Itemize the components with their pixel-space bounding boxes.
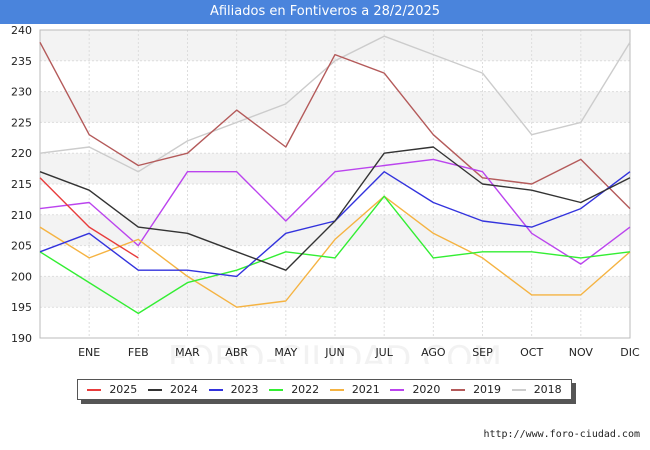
legend-label: 2020 xyxy=(412,383,441,396)
legend-label: 2021 xyxy=(351,383,380,396)
plot-area-border xyxy=(39,29,631,339)
series-line-2024 xyxy=(39,146,631,271)
y-tick-label: 205 xyxy=(11,240,32,253)
legend-swatch xyxy=(87,388,102,391)
series-line-2025 xyxy=(39,177,139,259)
series-line-2020 xyxy=(39,158,631,265)
x-tick-label: OCT xyxy=(520,346,543,359)
x-tick-label: DIC xyxy=(620,346,640,359)
y-tick-label: 230 xyxy=(11,86,32,99)
x-tick-label: SEP xyxy=(472,346,493,359)
series-line-2022 xyxy=(39,195,631,315)
x-tick-label: JUL xyxy=(374,346,393,359)
source-url: http://www.foro-ciudad.com xyxy=(483,429,640,440)
series-line-2021 xyxy=(39,195,631,308)
legend-label: 2023 xyxy=(230,383,259,396)
legend-swatch xyxy=(269,388,284,391)
legend-item-2025: 2025 xyxy=(87,383,137,396)
x-tick-label: JUN xyxy=(324,346,345,359)
y-tick-label: 200 xyxy=(11,270,32,283)
y-tick-label: 225 xyxy=(11,116,32,129)
x-tick-label: ABR xyxy=(225,346,248,359)
legend-item-2024: 2024 xyxy=(147,383,198,396)
y-tick-label: 210 xyxy=(11,209,32,222)
line-chart: 190 195 200 205 210 215 220 225 230 235 240 ENE FEB M… xyxy=(11,24,640,364)
legend-label: 2025 xyxy=(109,383,138,396)
legend-swatch xyxy=(208,388,223,391)
y-tick-label: 240 xyxy=(11,24,32,37)
legend-swatch xyxy=(329,388,344,391)
legend-item-2019: 2019 xyxy=(451,383,501,396)
series-line-2018 xyxy=(39,35,631,173)
x-tick-label: FEB xyxy=(128,346,149,359)
legend-label: 2018 xyxy=(533,383,562,396)
x-tick-label: MAY xyxy=(274,346,297,359)
x-tick-label: NOV xyxy=(569,346,594,359)
y-tick-label: 190 xyxy=(11,332,32,345)
legend-item-2018: 2018 xyxy=(511,383,562,396)
legend-swatch xyxy=(511,388,526,391)
legend-swatch xyxy=(147,388,162,391)
legend-label: 2019 xyxy=(473,383,502,396)
legend-swatch xyxy=(451,388,466,391)
y-tick-label: 195 xyxy=(11,301,32,314)
legend-swatch xyxy=(390,388,405,391)
legend: 2025 2024 2023 2022 2021 2020 2019 2018 xyxy=(77,379,572,400)
series-line-2019 xyxy=(39,41,631,210)
y-tick-label: 215 xyxy=(11,178,32,191)
x-tick-label: AGO xyxy=(421,346,446,359)
y-tick-label: 220 xyxy=(11,147,32,160)
chart-title: Afiliados en Fontiveros a 28/2/2025 xyxy=(0,0,650,24)
x-tick-label: MAR xyxy=(175,346,200,359)
legend-item-2020: 2020 xyxy=(390,383,440,396)
legend-label: 2022 xyxy=(291,383,320,396)
x-tick-label: ENE xyxy=(78,346,100,359)
legend-item-2023: 2023 xyxy=(208,383,259,396)
legend-item-2021: 2021 xyxy=(329,383,380,396)
y-tick-label: 235 xyxy=(11,55,32,68)
background-watermark: FORO-CIUDAD.COM xyxy=(168,339,502,364)
legend-item-2022: 2022 xyxy=(269,383,319,396)
legend-label: 2024 xyxy=(169,383,198,396)
